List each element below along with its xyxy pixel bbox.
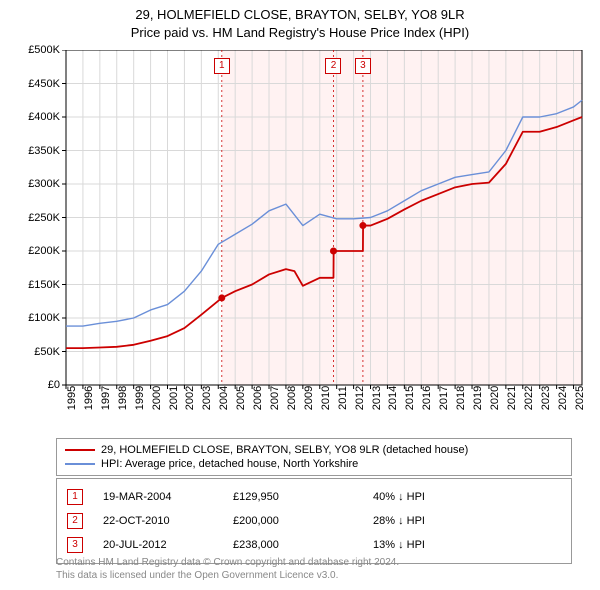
- legend-swatch: [65, 449, 95, 451]
- x-tick-label: 2011: [337, 386, 349, 410]
- footer-attribution: Contains HM Land Registry data © Crown c…: [56, 556, 572, 582]
- x-tick-label: 2010: [320, 386, 332, 410]
- y-tick-label: £100K: [28, 312, 60, 324]
- y-tick-label: £400K: [28, 111, 60, 123]
- y-tick-label: £300K: [28, 178, 60, 190]
- legend-item: HPI: Average price, detached house, Nort…: [65, 457, 563, 471]
- legend-label: HPI: Average price, detached house, Nort…: [101, 458, 358, 470]
- y-tick-label: £450K: [28, 78, 60, 90]
- footer-line: Contains HM Land Registry data © Crown c…: [56, 556, 572, 569]
- chart-event-marker: 3: [355, 58, 371, 74]
- x-tick-label: 1998: [117, 386, 129, 410]
- x-tick-label: 2005: [235, 386, 247, 410]
- title-line-2: Price paid vs. HM Land Registry's House …: [0, 24, 600, 42]
- x-tick-label: 2008: [286, 386, 298, 410]
- event-price: £200,000: [233, 515, 373, 527]
- event-marker-icon: 2: [67, 513, 83, 529]
- x-tick-label: 2019: [472, 386, 484, 410]
- y-tick-label: £250K: [28, 212, 60, 224]
- x-tick-label: 2004: [218, 386, 230, 410]
- y-tick-label: £50K: [34, 346, 60, 358]
- x-tick-label: 2012: [354, 386, 366, 410]
- x-tick-label: 1996: [83, 386, 95, 410]
- x-tick-label: 1999: [134, 386, 146, 410]
- x-tick-label: 2014: [387, 386, 399, 410]
- footer-line: This data is licensed under the Open Gov…: [56, 569, 572, 582]
- x-tick-label: 2017: [438, 386, 450, 410]
- x-tick-label: 2002: [184, 386, 196, 410]
- x-tick-label: 2000: [151, 386, 163, 410]
- chart-svg: [10, 50, 590, 430]
- x-tick-label: 2023: [540, 386, 552, 410]
- event-row: 3 20-JUL-2012 £238,000 13% ↓ HPI: [67, 533, 561, 557]
- x-tick-label: 2025: [574, 386, 586, 410]
- y-tick-label: £500K: [28, 44, 60, 56]
- legend-swatch: [65, 463, 95, 465]
- legend-item: 29, HOLMEFIELD CLOSE, BRAYTON, SELBY, YO…: [65, 443, 563, 457]
- y-tick-label: £0: [48, 379, 60, 391]
- x-tick-label: 2016: [421, 386, 433, 410]
- chart-event-marker: 2: [325, 58, 341, 74]
- x-tick-label: 2021: [506, 386, 518, 410]
- event-delta: 40% ↓ HPI: [373, 491, 561, 503]
- event-row: 1 19-MAR-2004 £129,950 40% ↓ HPI: [67, 485, 561, 509]
- event-date: 22-OCT-2010: [103, 515, 233, 527]
- y-tick-label: £200K: [28, 245, 60, 257]
- x-tick-label: 2001: [168, 386, 180, 410]
- event-date: 20-JUL-2012: [103, 539, 233, 551]
- chart-container: 29, HOLMEFIELD CLOSE, BRAYTON, SELBY, YO…: [0, 0, 600, 590]
- chart-event-marker: 1: [214, 58, 230, 74]
- y-tick-label: £150K: [28, 279, 60, 291]
- x-tick-label: 2024: [557, 386, 569, 410]
- event-marker-icon: 3: [67, 537, 83, 553]
- event-delta: 28% ↓ HPI: [373, 515, 561, 527]
- x-tick-label: 2018: [455, 386, 467, 410]
- event-price: £129,950: [233, 491, 373, 503]
- legend-label: 29, HOLMEFIELD CLOSE, BRAYTON, SELBY, YO…: [101, 444, 468, 456]
- x-tick-label: 2007: [269, 386, 281, 410]
- event-date: 19-MAR-2004: [103, 491, 233, 503]
- x-tick-label: 2009: [303, 386, 315, 410]
- x-tick-label: 2022: [523, 386, 535, 410]
- x-tick-label: 2020: [489, 386, 501, 410]
- event-delta: 13% ↓ HPI: [373, 539, 561, 551]
- x-tick-label: 2015: [404, 386, 416, 410]
- chart-area: £0 £50K £100K £150K £200K £250K £300K £350K £400…: [10, 50, 590, 430]
- x-tick-label: 2003: [201, 386, 213, 410]
- title-line-1: 29, HOLMEFIELD CLOSE, BRAYTON, SELBY, YO…: [0, 6, 600, 24]
- event-row: 2 22-OCT-2010 £200,000 28% ↓ HPI: [67, 509, 561, 533]
- event-price: £238,000: [233, 539, 373, 551]
- x-tick-label: 2006: [252, 386, 264, 410]
- chart-title: 29, HOLMEFIELD CLOSE, BRAYTON, SELBY, YO…: [0, 0, 600, 41]
- x-tick-label: 1997: [100, 386, 112, 410]
- y-tick-label: £350K: [28, 145, 60, 157]
- event-marker-icon: 1: [67, 489, 83, 505]
- x-tick-label: 1995: [66, 386, 78, 410]
- events-table: 1 19-MAR-2004 £129,950 40% ↓ HPI 2 22-OC…: [56, 478, 572, 564]
- x-tick-label: 2013: [371, 386, 383, 410]
- legend: 29, HOLMEFIELD CLOSE, BRAYTON, SELBY, YO…: [56, 438, 572, 476]
